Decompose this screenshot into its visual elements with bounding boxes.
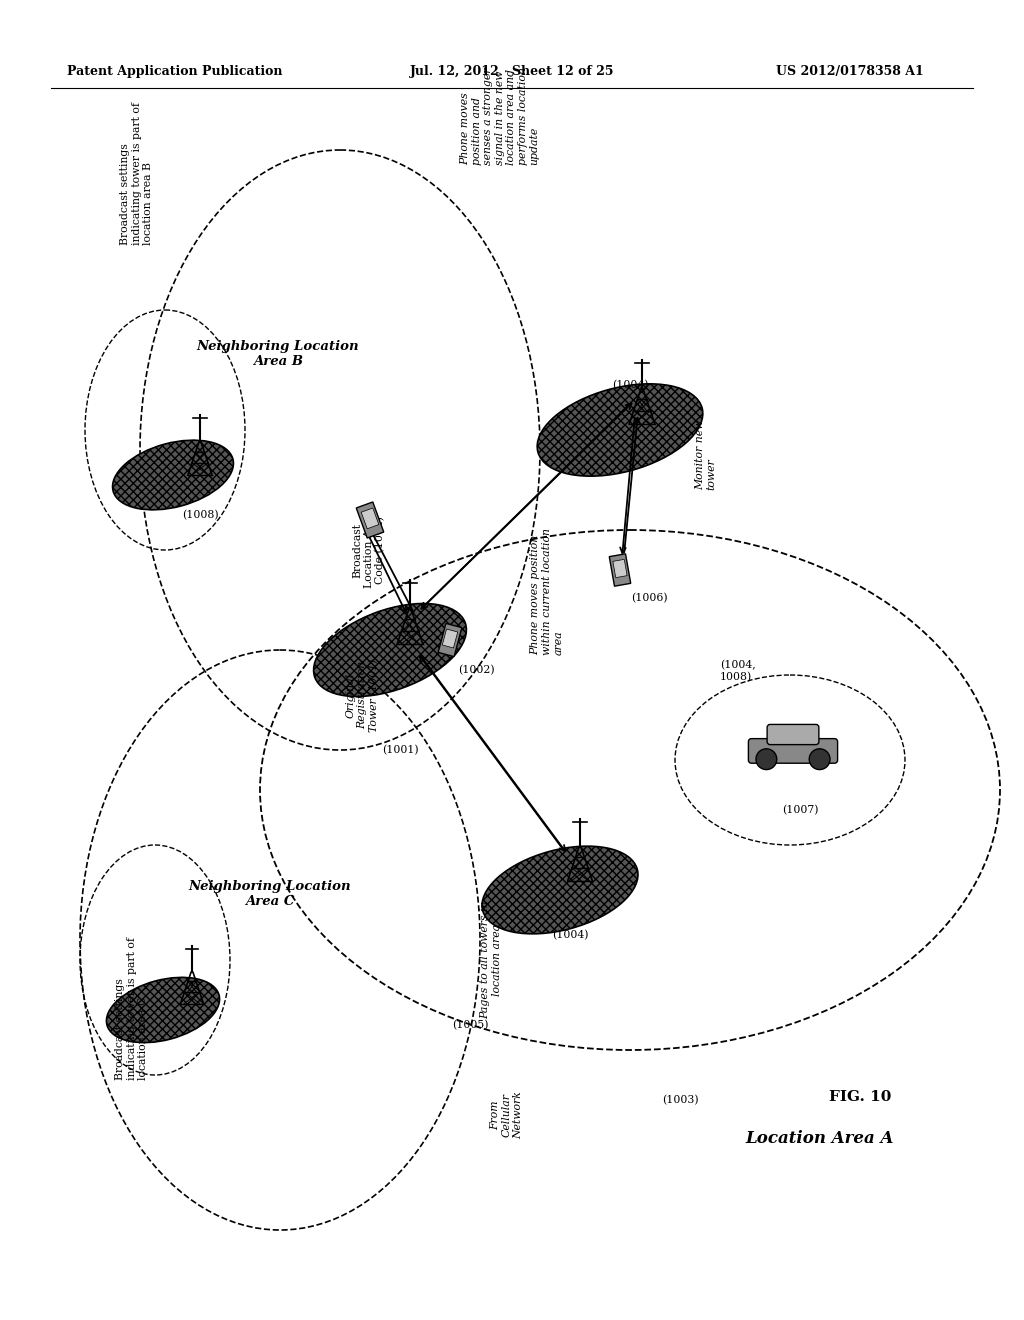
Circle shape [756, 748, 777, 770]
Text: Jul. 12, 2012   Sheet 12 of 25: Jul. 12, 2012 Sheet 12 of 25 [410, 66, 614, 78]
Ellipse shape [538, 384, 702, 477]
FancyBboxPatch shape [767, 725, 819, 744]
Text: Original
Registration
Tower (1001): Original Registration Tower (1001) [346, 659, 380, 731]
Text: FIG. 10: FIG. 10 [828, 1090, 891, 1104]
Text: (1001): (1001) [382, 744, 419, 755]
Ellipse shape [482, 846, 638, 933]
Text: Pages to all towers in
location area: Pages to all towers in location area [480, 900, 502, 1019]
Text: Broadcast settings
indicating tower is part of
location area C: Broadcast settings indicating tower is p… [115, 937, 148, 1080]
Text: (1004): (1004) [552, 931, 588, 940]
Text: (1008): (1008) [181, 510, 218, 520]
Text: (1002): (1002) [458, 665, 495, 676]
Text: Neighboring Location
Area C: Neighboring Location Area C [188, 880, 351, 908]
Ellipse shape [106, 977, 219, 1043]
Polygon shape [613, 560, 627, 578]
Text: US 2012/0178358 A1: US 2012/0178358 A1 [776, 66, 924, 78]
Text: Patent Application Publication: Patent Application Publication [68, 66, 283, 78]
Ellipse shape [313, 603, 466, 697]
Text: (1004,
1008): (1004, 1008) [720, 660, 756, 682]
Polygon shape [356, 502, 384, 539]
Text: From
Cellular
Network: From Cellular Network [490, 1092, 523, 1139]
Text: Broadcast
Location Area
Code (1004): Broadcast Location Area Code (1004) [352, 512, 386, 589]
Text: Phone moves position
within current location
area: Phone moves position within current loca… [530, 528, 563, 655]
Text: (1006): (1006) [631, 593, 668, 603]
Text: Neighboring Location
Area B: Neighboring Location Area B [197, 341, 359, 368]
FancyBboxPatch shape [749, 739, 838, 763]
Text: Location Area A: Location Area A [745, 1130, 894, 1147]
Text: (1005): (1005) [452, 1020, 488, 1031]
Ellipse shape [113, 440, 233, 510]
Circle shape [809, 748, 830, 770]
Text: Phone moves
position and
senses a stronger
signal in the new
location area and
p: Phone moves position and senses a strong… [460, 67, 540, 165]
Polygon shape [609, 554, 631, 586]
Text: Broadcast settings
indicating tower is part of
location area B: Broadcast settings indicating tower is p… [120, 102, 154, 246]
Text: Monitor new
tower: Monitor new tower [695, 420, 717, 490]
Text: (1003): (1003) [662, 1096, 698, 1105]
Text: (1007): (1007) [781, 805, 818, 816]
Polygon shape [361, 508, 379, 529]
Polygon shape [438, 623, 462, 656]
Text: (1004): (1004) [611, 380, 648, 391]
Polygon shape [442, 630, 458, 648]
